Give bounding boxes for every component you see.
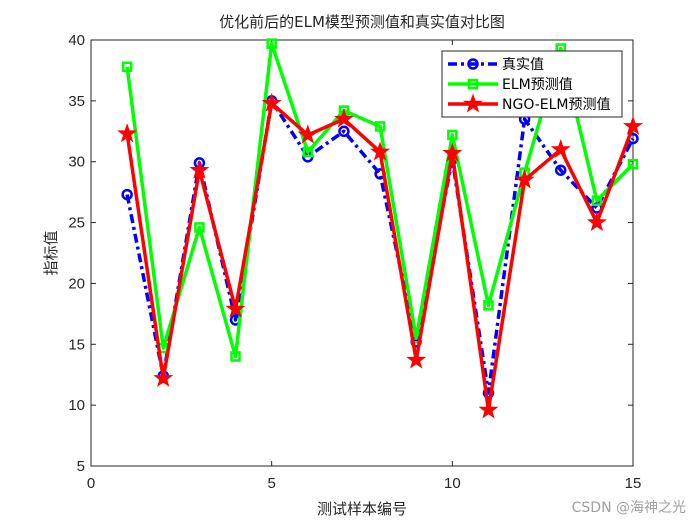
legend-item: ELM预测值 xyxy=(448,77,573,93)
x-tick-label: 15 xyxy=(625,475,642,492)
square-marker xyxy=(302,146,314,158)
legend-item: NGO-ELM预测值 xyxy=(448,93,611,113)
y-axis-label: 指标值 xyxy=(42,230,60,275)
star-marker xyxy=(189,159,210,179)
star-marker xyxy=(550,139,571,159)
legend-item: 真实值 xyxy=(448,57,544,73)
x-tick-label: 5 xyxy=(267,475,275,492)
circle-marker xyxy=(467,58,479,70)
star-marker xyxy=(406,349,427,369)
star-marker xyxy=(261,92,282,112)
square-marker xyxy=(627,158,639,170)
star-marker xyxy=(622,115,644,135)
star-marker xyxy=(225,298,246,318)
chart-title: 优化前后的ELM模型预测值和真实值对比图 xyxy=(219,13,505,31)
star-marker xyxy=(153,367,174,387)
square-marker xyxy=(374,121,386,132)
x-tick-label: 10 xyxy=(444,475,461,492)
y-tick-label: 35 xyxy=(68,93,85,110)
series-2 xyxy=(117,92,644,419)
star-marker xyxy=(370,141,391,161)
circle-marker xyxy=(554,164,567,176)
square-marker xyxy=(266,38,277,49)
circle-marker xyxy=(121,188,133,201)
star-marker xyxy=(514,169,535,189)
star-marker xyxy=(333,108,354,128)
square-marker xyxy=(483,300,494,311)
y-tick-label: 10 xyxy=(68,397,85,414)
y-tick-label: 30 xyxy=(68,154,85,171)
square-marker xyxy=(591,195,603,206)
square-marker xyxy=(467,78,479,90)
y-tick-label: 25 xyxy=(68,215,85,232)
y-tick-label: 15 xyxy=(68,336,85,353)
legend-label: NGO-ELM预测值 xyxy=(502,97,611,113)
square-marker xyxy=(230,351,241,362)
square-marker xyxy=(121,61,133,73)
watermark: CSDN @海神之光 xyxy=(571,500,686,516)
star-marker xyxy=(442,142,463,162)
star-marker xyxy=(117,123,138,143)
legend: 真实值 ELM预测值 NGO-ELM预测值 xyxy=(441,50,623,118)
star-marker xyxy=(586,212,607,232)
square-marker xyxy=(447,129,458,141)
legend-label: ELM预测值 xyxy=(502,77,573,93)
circle-marker xyxy=(338,125,350,138)
legend-label: 真实值 xyxy=(502,57,544,73)
y-tick-label: 20 xyxy=(68,275,85,292)
star-marker xyxy=(297,124,318,144)
square-marker xyxy=(194,222,205,233)
y-tick-label: 40 xyxy=(68,32,85,49)
star-marker xyxy=(478,399,499,419)
x-axis-label: 测试样本编号 xyxy=(317,500,407,518)
y-tick-label: 5 xyxy=(77,458,85,475)
series-layer xyxy=(117,38,644,419)
x-tick-label: 0 xyxy=(87,475,95,492)
star-marker xyxy=(462,93,484,113)
